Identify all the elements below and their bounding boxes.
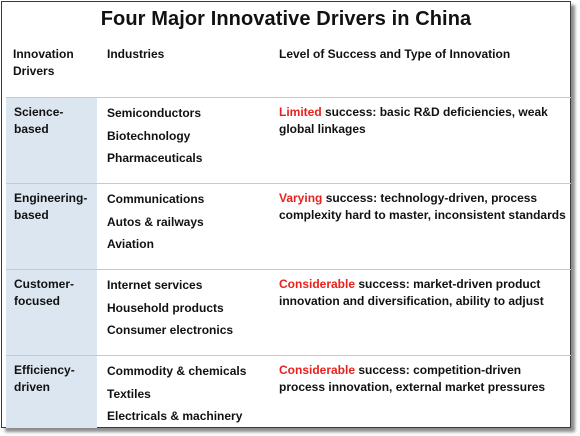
industry-item: Biotechnology <box>107 128 191 143</box>
success-cell: Considerable success: competition-driven… <box>279 362 569 396</box>
success-level: Considerable <box>279 363 356 377</box>
success-cell: Limited success: basic R&D deficiencies,… <box>279 104 569 138</box>
industry-item: Consumer electronics <box>107 323 234 337</box>
table-row-engineering-based: Engineering-based Communications Autos &… <box>6 183 571 269</box>
success-level: Varying <box>279 191 323 205</box>
industry-item: Pharmaceuticals <box>107 151 203 165</box>
success-description: success: market-driven product innovatio… <box>279 277 544 308</box>
success-level: Considerable <box>279 277 356 291</box>
success-description: success: technology-driven, process comp… <box>279 191 566 222</box>
slide-frame: Four Major Innovative Drivers in China I… <box>1 1 571 428</box>
driver-cell: Engineering-based <box>14 191 88 222</box>
industry-item: Textiles <box>107 386 151 401</box>
success-cell: Varying success: technology-driven, proc… <box>279 190 569 224</box>
success-description: success: basic R&D deficiencies, weak gl… <box>279 105 548 136</box>
industries-cell: Commodity & chemicals Textiles Electrica… <box>107 360 277 428</box>
driver-cell: Customer-focused <box>14 277 75 308</box>
industries-cell: Communications Autos & railways Aviation <box>107 188 277 256</box>
industry-item: Commodity & chemicals <box>107 364 247 378</box>
industry-item: Communications <box>107 192 205 206</box>
header-innovation-drivers: Innovation Drivers <box>13 47 74 78</box>
industry-item: Internet services <box>107 278 203 292</box>
page-title: Four Major Innovative Drivers in China <box>100 8 472 30</box>
header-success: Level of Success and Type of Innovation <box>279 47 511 61</box>
success-cell: Considerable success: market-driven prod… <box>279 276 569 310</box>
industry-item: Electricals & machinery <box>107 409 243 423</box>
industry-item: Autos & railways <box>107 214 204 229</box>
industry-item: Aviation <box>107 237 154 251</box>
industry-item: Household products <box>107 300 224 315</box>
industry-item: Semiconductors <box>107 106 202 120</box>
header-industries: Industries <box>107 47 165 61</box>
industries-cell: Internet services Household products Con… <box>107 274 277 342</box>
success-level: Limited <box>279 105 322 119</box>
driver-cell: Science-based <box>14 105 64 136</box>
driver-cell: Efficiency-driven <box>14 363 75 394</box>
success-description: success: competition-driven process inno… <box>279 363 546 394</box>
table-row-science-based: Science-based Semiconductors Biotechnolo… <box>6 97 571 183</box>
table-row-efficiency-driven: Efficiency-driven Commodity & chemicals … <box>6 355 571 428</box>
table-row-customer-focused: Customer-focused Internet services House… <box>6 269 571 355</box>
table-header: Innovation Drivers Industries Level of S… <box>2 46 570 96</box>
industries-cell: Semiconductors Biotechnology Pharmaceuti… <box>107 102 277 170</box>
